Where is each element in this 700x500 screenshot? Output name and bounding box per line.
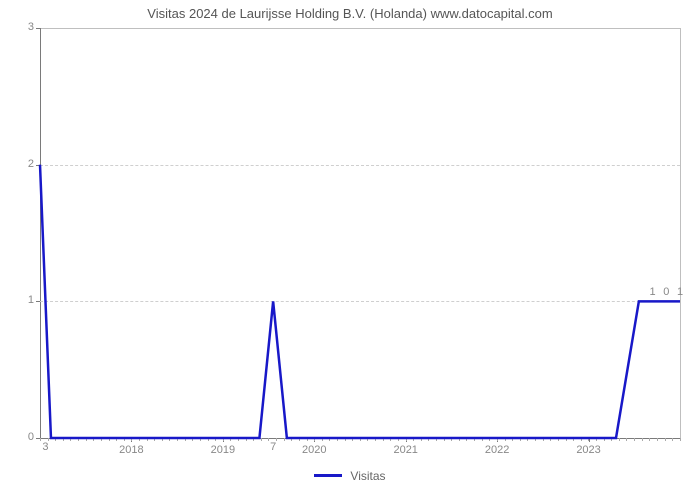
data-point-label: 3 xyxy=(30,441,60,453)
x-minor-tick xyxy=(634,438,635,441)
chart-container: Visitas 2024 de Laurijsse Holding B.V. (… xyxy=(0,0,700,500)
x-minor-tick xyxy=(649,438,650,441)
x-tick-label: 2023 xyxy=(559,444,619,456)
y-tick-label: 1 xyxy=(0,294,34,306)
x-minor-tick xyxy=(642,438,643,441)
chart-title: Visitas 2024 de Laurijsse Holding B.V. (… xyxy=(0,6,700,21)
x-tick-label: 2020 xyxy=(284,444,344,456)
x-tick-label: 2022 xyxy=(467,444,527,456)
x-minor-tick xyxy=(672,438,673,441)
y-tick-label: 0 xyxy=(0,431,34,443)
x-tick-label: 2019 xyxy=(193,444,253,456)
y-tick-label: 3 xyxy=(0,21,34,33)
x-tick-label: 2018 xyxy=(101,444,161,456)
line-plot-svg xyxy=(40,28,680,438)
x-minor-tick xyxy=(680,438,681,441)
x-minor-tick xyxy=(626,438,627,441)
y-tick-label: 2 xyxy=(0,158,34,170)
series-line xyxy=(40,165,680,438)
data-point-label: 7 xyxy=(258,441,288,453)
legend: Visitas xyxy=(0,468,700,483)
legend-swatch xyxy=(314,474,342,477)
legend-label: Visitas xyxy=(350,469,385,483)
x-minor-tick xyxy=(619,438,620,441)
x-minor-tick xyxy=(657,438,658,441)
x-minor-tick xyxy=(665,438,666,441)
x-tick-label: 2021 xyxy=(376,444,436,456)
